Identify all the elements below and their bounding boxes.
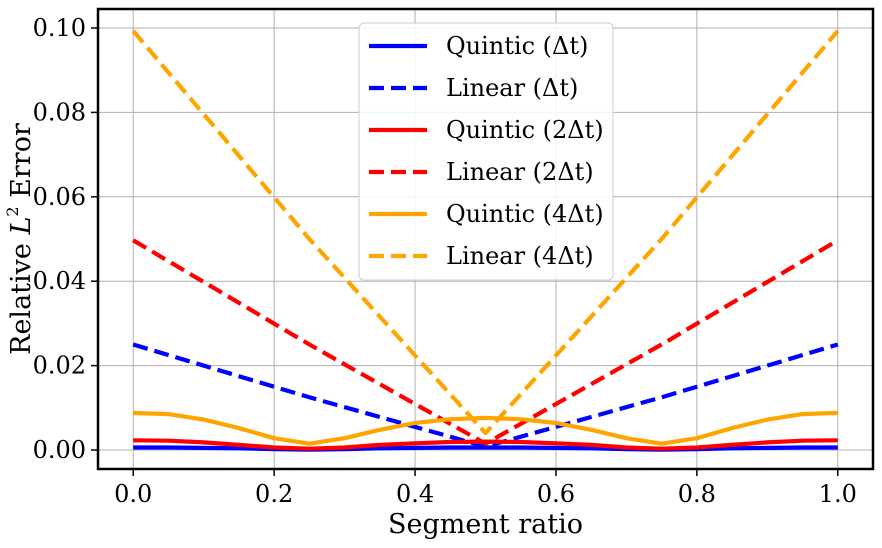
x-tick-label: 0.6 — [537, 480, 575, 508]
y-axis-ticks: 0.00 0.02 0.04 0.06 0.08 0.10 — [33, 14, 98, 464]
x-tick-label: 0.2 — [255, 480, 293, 508]
y-tick-label: 0.04 — [33, 267, 86, 295]
y-tick-label: 0.06 — [33, 183, 86, 211]
y-tick-label: 0.00 — [33, 436, 86, 464]
x-tick-label: 1.0 — [819, 480, 857, 508]
x-axis-title: Segment ratio — [388, 509, 583, 540]
series-line-5 — [133, 410, 838, 446]
series-line-2 — [132, 342, 839, 449]
legend-label-6: Linear (4Δt) — [446, 242, 594, 270]
series-line-4 — [132, 238, 839, 446]
y-tick-label: 0.08 — [33, 98, 86, 126]
x-tick-label: 0.8 — [678, 480, 716, 508]
legend-label-2: Linear (Δt) — [446, 74, 578, 102]
legend-label-4: Linear (2Δt) — [446, 158, 594, 186]
legend-label-1: Quintic (Δt) — [446, 32, 588, 60]
x-axis-ticks: 0.0 0.2 0.4 0.6 0.8 1.0 — [114, 469, 857, 508]
y-tick-label: 0.10 — [33, 14, 86, 42]
series-group — [131, 29, 840, 452]
plot-frame — [96, 7, 875, 471]
x-tick-label: 0.0 — [114, 480, 152, 508]
legend-label-5: Quintic (4Δt) — [446, 200, 604, 228]
x-tick-label: 0.4 — [396, 480, 434, 508]
legend-label-3: Quintic (2Δt) — [446, 116, 604, 144]
series-line-6 — [131, 29, 840, 436]
y-axis-title: Relative L2 Error — [3, 123, 37, 355]
y-tick-label: 0.02 — [33, 352, 86, 380]
legend: Quintic (Δt) Linear (Δt) Quintic (2Δt) Line… — [358, 22, 614, 281]
